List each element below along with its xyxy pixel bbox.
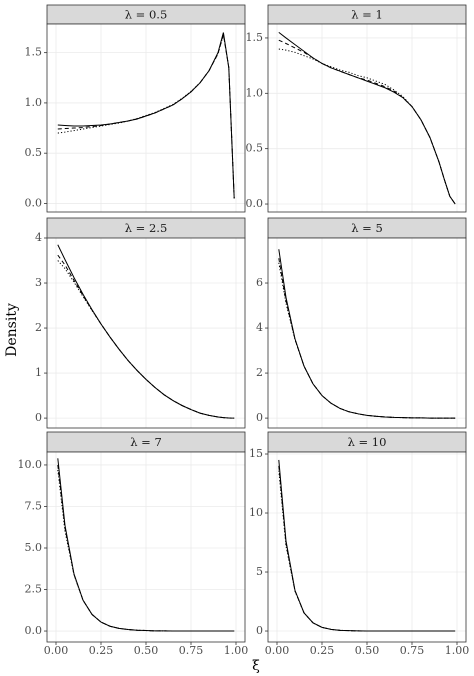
y-tick-label: 3 (35, 276, 42, 289)
y-tick-label: 4 (35, 231, 42, 244)
y-tick-label: 0.0 (25, 196, 43, 209)
x-tick-label: 0.25 (310, 644, 335, 657)
strip-title: λ = 2.5 (125, 221, 168, 235)
density-line (278, 470, 456, 632)
y-tick-label: 2.5 (25, 583, 43, 596)
density-line (278, 258, 456, 419)
density-line (278, 262, 456, 419)
density-line (278, 48, 456, 205)
y-axis-title: Density (4, 303, 20, 357)
y-tick-label: 1 (35, 366, 42, 379)
panel-border (46, 23, 246, 213)
y-tick-label: 1.0 (246, 86, 264, 99)
x-tick-label: 0.75 (179, 644, 204, 657)
density-line (57, 34, 235, 199)
density-line (278, 465, 456, 632)
strip-title: λ = 5 (351, 221, 383, 235)
y-tick-label: 10 (249, 506, 263, 519)
density-line (57, 260, 235, 419)
x-tick-label: 0.50 (355, 644, 380, 657)
x-tick-label: 0.25 (89, 644, 114, 657)
panel-border (46, 451, 246, 643)
y-tick-label: 0.0 (25, 624, 43, 637)
y-tick-label: 5.0 (25, 541, 43, 554)
y-tick-label: 0 (256, 411, 263, 424)
y-tick-label: 1.5 (25, 46, 43, 59)
strip-title: λ = 1 (351, 8, 383, 22)
x-tick-label: 0.75 (400, 644, 425, 657)
y-tick-label: 0 (256, 624, 263, 637)
strip-title: λ = 10 (348, 435, 387, 449)
density-line (57, 469, 235, 632)
y-tick-label: 15 (249, 447, 263, 460)
x-tick-label: 0.50 (134, 644, 159, 657)
y-tick-label: 0.5 (246, 142, 264, 155)
y-tick-label: 0.5 (25, 146, 43, 159)
y-tick-label: 10.0 (18, 458, 43, 471)
panel-border (267, 237, 467, 429)
y-tick-label: 0 (35, 411, 42, 424)
x-tick-label: 1.00 (445, 644, 470, 657)
x-axis-title: ξ (252, 658, 260, 674)
y-tick-label: 1.5 (246, 31, 264, 44)
x-tick-label: 0.00 (44, 644, 69, 657)
y-tick-label: 0.0 (246, 197, 264, 210)
y-tick-label: 7.5 (25, 499, 43, 512)
y-tick-label: 2 (35, 321, 42, 334)
y-tick-label: 1.0 (25, 96, 43, 109)
y-tick-label: 2 (256, 366, 263, 379)
strip-title: λ = 0.5 (125, 8, 168, 22)
y-tick-label: 6 (256, 276, 263, 289)
x-tick-label: 0.00 (265, 644, 290, 657)
strip-title: λ = 7 (130, 435, 162, 449)
y-tick-label: 5 (256, 565, 263, 578)
panel-border (267, 23, 467, 213)
y-tick-label: 4 (256, 321, 263, 334)
x-tick-label: 1.00 (224, 644, 249, 657)
panel-border (46, 237, 246, 429)
panel-border (267, 451, 467, 643)
